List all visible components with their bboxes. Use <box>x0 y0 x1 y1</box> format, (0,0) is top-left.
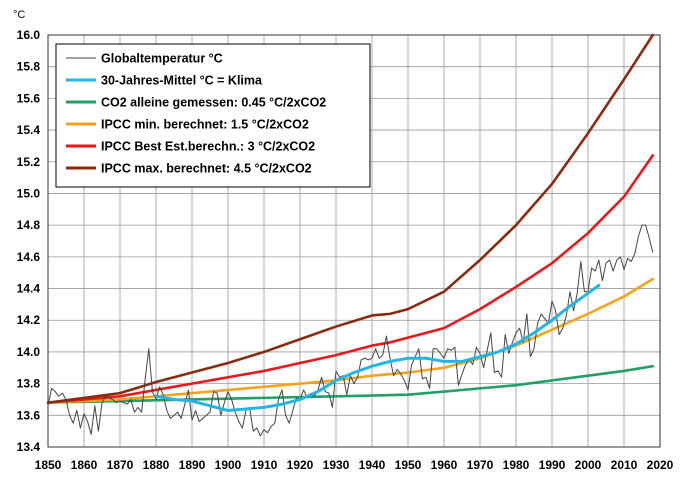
x-tick-label: 1940 <box>359 458 386 472</box>
legend-label: Globaltemperatur °C <box>101 52 223 66</box>
y-tick-label: 13.4 <box>17 440 41 454</box>
x-tick-label: 1950 <box>395 458 422 472</box>
x-tick-label: 1980 <box>503 458 530 472</box>
x-tick-label: 1910 <box>251 458 278 472</box>
x-tick-label: 1860 <box>71 458 98 472</box>
y-tick-label: 16.0 <box>17 28 41 42</box>
x-tick-label: 2000 <box>575 458 602 472</box>
y-unit-label: °C <box>13 9 25 21</box>
series-line-1 <box>154 283 601 413</box>
y-tick-label: 13.8 <box>17 377 41 391</box>
y-tick-label: 15.4 <box>17 123 41 137</box>
x-tick-labels: 1850 1860 1870 1880 1890 1900 1910 1920 1930 1940… <box>35 458 674 472</box>
y-tick-label: 14.6 <box>17 250 41 264</box>
x-tick-label: 1890 <box>179 458 206 472</box>
y-tick-label: 14.0 <box>17 345 41 359</box>
y-tick-label: 15.0 <box>17 186 41 200</box>
x-tick-label: 1850 <box>35 458 62 472</box>
plot-border <box>47 34 661 448</box>
y-tick-label: 15.6 <box>17 91 41 105</box>
series-line-3 <box>46 277 655 404</box>
legend-label: CO2 alleine gemessen: 0.45 °C/2xCO2 <box>101 96 326 110</box>
legend-label: IPCC min. berechnet: 1.5 °C/2xCO2 <box>101 118 309 132</box>
x-tick-label: 2020 <box>647 458 674 472</box>
series-line-2 <box>46 364 655 404</box>
legend-label: 30-Jahres-Mittel °C = Klima <box>101 74 263 88</box>
x-tick-label: 1900 <box>215 458 242 472</box>
y-tick-label: 15.2 <box>17 155 41 169</box>
axes <box>47 34 661 448</box>
legend-box <box>55 43 371 188</box>
y-tick-labels: 13.4 13.6 13.8 14.0 14.2 14.4 14.6 14.8 15.0 15.2… <box>17 28 41 454</box>
x-tick-label: 1990 <box>539 458 566 472</box>
x-tick-label: 1880 <box>143 458 170 472</box>
series-line-5 <box>46 33 655 404</box>
series-line-4 <box>46 154 655 404</box>
x-tick-label: 1970 <box>467 458 494 472</box>
x-tick-label: 2010 <box>611 458 638 472</box>
legend: Globaltemperatur °C 30-Jahres-Mittel °C =… <box>55 43 371 188</box>
y-tick-label: 14.8 <box>17 218 41 232</box>
y-tick-label: 15.8 <box>17 60 41 74</box>
x-tick-label: 1920 <box>287 458 314 472</box>
series-group <box>46 33 655 437</box>
x-tick-label: 1930 <box>323 458 350 472</box>
y-tick-label: 14.4 <box>17 282 41 296</box>
legend-label: IPCC max. berechnet: 4.5 °C/2xCO2 <box>101 162 312 176</box>
y-tick-label: 13.6 <box>17 408 41 422</box>
y-tick-label: 14.2 <box>17 313 41 327</box>
x-tick-label: 1870 <box>107 458 134 472</box>
legend-label: IPCC Best Est.berechn.: 3 °C/2xCO2 <box>101 140 315 154</box>
x-tick-label: 1960 <box>431 458 458 472</box>
